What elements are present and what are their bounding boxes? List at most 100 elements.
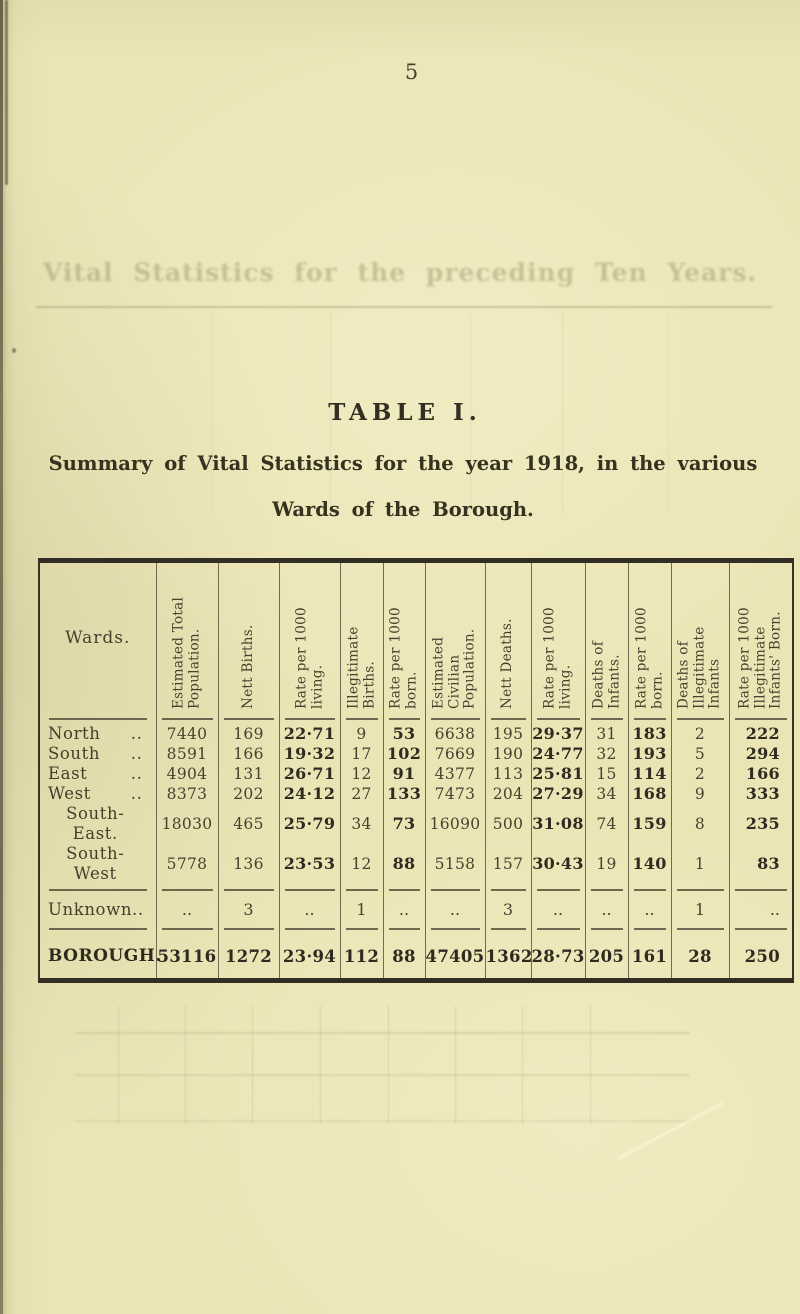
cell: 23·53 [278, 844, 340, 884]
cell: 9 [339, 724, 383, 744]
cell: 235 [728, 804, 793, 844]
bleedthrough-line [388, 1006, 389, 1124]
cell: 250 [728, 934, 793, 981]
cell: 17 [339, 744, 383, 764]
cell: 12 [339, 764, 383, 784]
cell: 88 [382, 934, 425, 981]
column-header-deaths-illegitimate-infants: Deaths of Illegitimate Infants [670, 560, 729, 713]
bleedthrough-rule [75, 1074, 690, 1076]
cell: 1 [670, 844, 729, 884]
cell: 73 [382, 804, 425, 844]
cell: 3 [484, 895, 531, 923]
cell: 131 [217, 764, 279, 784]
cell: 183 [627, 724, 671, 744]
cell: 16090 [424, 804, 485, 844]
ward-label: Unknown [48, 899, 133, 919]
cell: 8591 [155, 744, 218, 764]
column-header-death-rate-living: Rate per 1000 living. [530, 560, 585, 713]
ward-label: West [48, 784, 91, 803]
ward-label: South [48, 744, 101, 763]
cell: 27 [339, 784, 383, 804]
cell: 202 [217, 784, 279, 804]
cell: 500 [484, 804, 531, 844]
bleedthrough-rule [75, 1120, 690, 1122]
column-header-rate-illegitimate-born: Rate per 1000 Illegitimate Infants' Born… [728, 560, 793, 713]
paper-speck [12, 348, 16, 353]
cell: 4377 [424, 764, 485, 784]
table-row-north: North.. 7440 169 22·71 9 53 6638 195 29·… [39, 724, 793, 744]
cell: 169 [217, 724, 279, 744]
cell: 15 [584, 764, 628, 784]
column-header-wards: Wards. [65, 628, 131, 648]
page-number: 5 [404, 60, 420, 84]
column-header-nett-deaths: Nett Deaths. [484, 560, 531, 713]
cell: 83 [728, 844, 793, 884]
cell: 157 [484, 844, 531, 884]
cell: 18030 [155, 804, 218, 844]
cell: 25·79 [278, 804, 340, 844]
cell: 23·94 [278, 934, 340, 981]
binding-edge [0, 0, 3, 1314]
ward-label: BOROUGH. [48, 946, 162, 966]
cell: 32 [584, 744, 628, 764]
cell: 168 [627, 784, 671, 804]
vital-statistics-table: Wards. Estimated Total Population. Nett … [38, 558, 794, 983]
cell: 26·71 [278, 764, 340, 784]
cell: 133 [382, 784, 425, 804]
ward-label: North [48, 724, 101, 743]
cell: .. [530, 895, 585, 923]
cell: 166 [728, 764, 793, 784]
bleedthrough-line [118, 1006, 119, 1124]
bleedthrough-line [455, 1006, 456, 1124]
leader-dots: .. [130, 784, 143, 803]
cell: 19 [584, 844, 628, 884]
bleedthrough-rule [75, 1032, 690, 1034]
cell: .. [584, 895, 628, 923]
cell: 5 [670, 744, 729, 764]
cell: 25·81 [530, 764, 585, 784]
cell: 465 [217, 804, 279, 844]
table-title: TABLE I. [328, 399, 482, 426]
paper-crease [616, 1101, 724, 1161]
cell: 166 [217, 744, 279, 764]
cell: 102 [382, 744, 425, 764]
cell: 1362 [484, 934, 532, 981]
cell: 53116 [155, 934, 218, 981]
leader-dots: .. [130, 744, 143, 763]
cell: 24·12 [278, 784, 340, 804]
cell: 159 [627, 804, 671, 844]
cell: 29·37 [530, 724, 585, 744]
cell: 161 [627, 934, 671, 981]
cell: 8373 [155, 784, 218, 804]
cell: 5158 [424, 844, 485, 884]
cell: 140 [627, 844, 671, 884]
cell: 8 [670, 804, 729, 844]
bleedthrough-line [522, 1006, 523, 1124]
cell: 114 [627, 764, 671, 784]
cell: 294 [728, 744, 793, 764]
cell: 5778 [155, 844, 218, 884]
cell: 2 [670, 724, 729, 744]
cell: 34 [584, 784, 628, 804]
cell: .. [728, 895, 793, 923]
column-header-deaths-of-infants: Deaths of Infants. [584, 560, 628, 713]
cell: 113 [484, 764, 531, 784]
cell: 2 [670, 764, 729, 784]
cell: 34 [339, 804, 383, 844]
cell: .. [424, 895, 485, 923]
cell: 31·08 [530, 804, 585, 844]
cell: 30·43 [530, 844, 585, 884]
cell: 333 [728, 784, 793, 804]
cell: .. [382, 895, 425, 923]
cell: 4904 [155, 764, 218, 784]
cell: 195 [484, 724, 531, 744]
table-row-south: South.. 8591 166 19·32 17 102 7669 190 2… [39, 744, 793, 764]
cell: 28·73 [530, 934, 585, 981]
cell: 9 [670, 784, 729, 804]
cell: 88 [382, 844, 425, 884]
leader-dots: .. [132, 899, 144, 919]
cell: 6638 [424, 724, 485, 744]
bleedthrough-line [590, 1006, 591, 1124]
ward-label: South-East. [66, 804, 125, 843]
ward-label: East [48, 764, 88, 783]
